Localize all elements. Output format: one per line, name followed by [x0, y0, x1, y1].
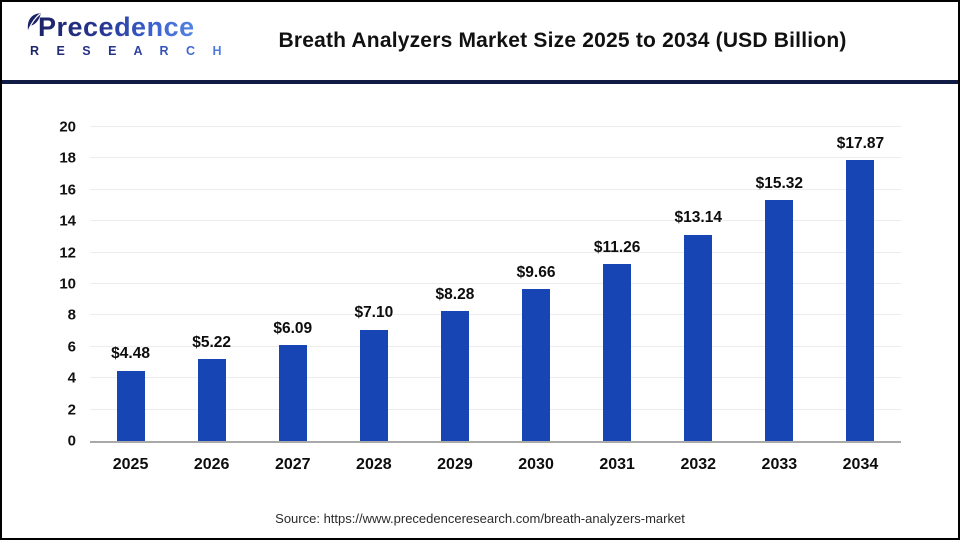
- chart-region: 0 2 4 6 8 10 12 14 16 18 20 $4.48 2025 $5.22 2026 $6.09…: [2, 120, 958, 473]
- bar-value-label: $9.66: [516, 263, 556, 281]
- bar-value-label: $11.26: [593, 238, 641, 256]
- x-axis-tick-label: 2033: [761, 456, 798, 473]
- precedence-research-logo: Precedence R E S E A R C H: [26, 12, 229, 58]
- bar: [603, 264, 632, 441]
- y-axis-tick-label: 16: [59, 181, 76, 199]
- y-axis-tick-label: 10: [59, 275, 76, 293]
- x-axis-tick-label: 2029: [437, 456, 473, 473]
- bar-value-label: $6.09: [273, 319, 313, 337]
- x-axis-tick-label: 2034: [842, 456, 879, 473]
- chart-title: Breath Analyzers Market Size 2025 to 203…: [278, 29, 847, 52]
- x-axis-tick-label: 2031: [599, 456, 635, 473]
- header-divider: [2, 80, 958, 84]
- logo-leaf-icon: [27, 13, 41, 30]
- gridline: [90, 345, 901, 347]
- bar-value-label: $4.48: [111, 345, 150, 363]
- x-axis-tick-label: 2026: [193, 456, 230, 473]
- gridline: [90, 157, 901, 159]
- bar: [116, 370, 145, 441]
- header: Precedence R E S E A R C H Breath Analyz…: [2, 2, 958, 80]
- gridline: [90, 408, 901, 410]
- bar: [197, 359, 226, 441]
- bar-value-label: $5.22: [192, 333, 232, 351]
- y-axis-tick-label: 4: [67, 369, 76, 387]
- logo-wordmark: Precedence: [38, 12, 195, 42]
- y-axis-tick-label: 20: [59, 118, 76, 136]
- y-axis-tick-label: 18: [59, 149, 76, 167]
- bar: [765, 200, 794, 441]
- y-axis-tick-label: 0: [67, 432, 76, 450]
- plot-area: 0 2 4 6 8 10 12 14 16 18 20 $4.48 2025 $5.22 2026 $6.09…: [59, 120, 901, 473]
- y-axis-tick-label: 14: [59, 212, 76, 230]
- gridline: [90, 126, 901, 127]
- source-note: Source: https://www.precedenceresearch.c…: [275, 511, 685, 526]
- x-axis-tick-label: 2028: [356, 456, 392, 473]
- bar-value-label: $13.14: [674, 209, 722, 227]
- bar: [522, 289, 551, 441]
- y-axis-tick-label: 6: [67, 338, 76, 356]
- bar: [359, 329, 388, 441]
- x-axis-tick-label: 2030: [518, 456, 554, 473]
- gridline: [90, 188, 901, 190]
- x-axis-tick-label: 2032: [680, 456, 717, 473]
- bar-value-label: $17.87: [836, 134, 885, 152]
- bar: [440, 311, 469, 441]
- bar: [684, 234, 713, 441]
- bar: [846, 160, 875, 441]
- gridline: [90, 283, 901, 284]
- x-axis-tick-label: 2027: [274, 456, 311, 473]
- gridline: [90, 220, 901, 222]
- bar: [278, 345, 307, 441]
- bar-value-label: $8.28: [435, 285, 475, 303]
- x-axis-tick-label: 2025: [112, 456, 149, 473]
- y-axis-tick-label: 12: [59, 244, 76, 262]
- y-axis-tick-label: 2: [67, 401, 76, 419]
- logo-subtitle: R E S E A R C H: [26, 45, 229, 58]
- gridline: [90, 377, 901, 379]
- gridline: [90, 314, 901, 316]
- bar-value-label: $7.10: [354, 304, 394, 322]
- bar-value-label: $15.32: [755, 174, 804, 192]
- gridline: [90, 251, 901, 253]
- y-axis-tick-label: 8: [67, 306, 76, 324]
